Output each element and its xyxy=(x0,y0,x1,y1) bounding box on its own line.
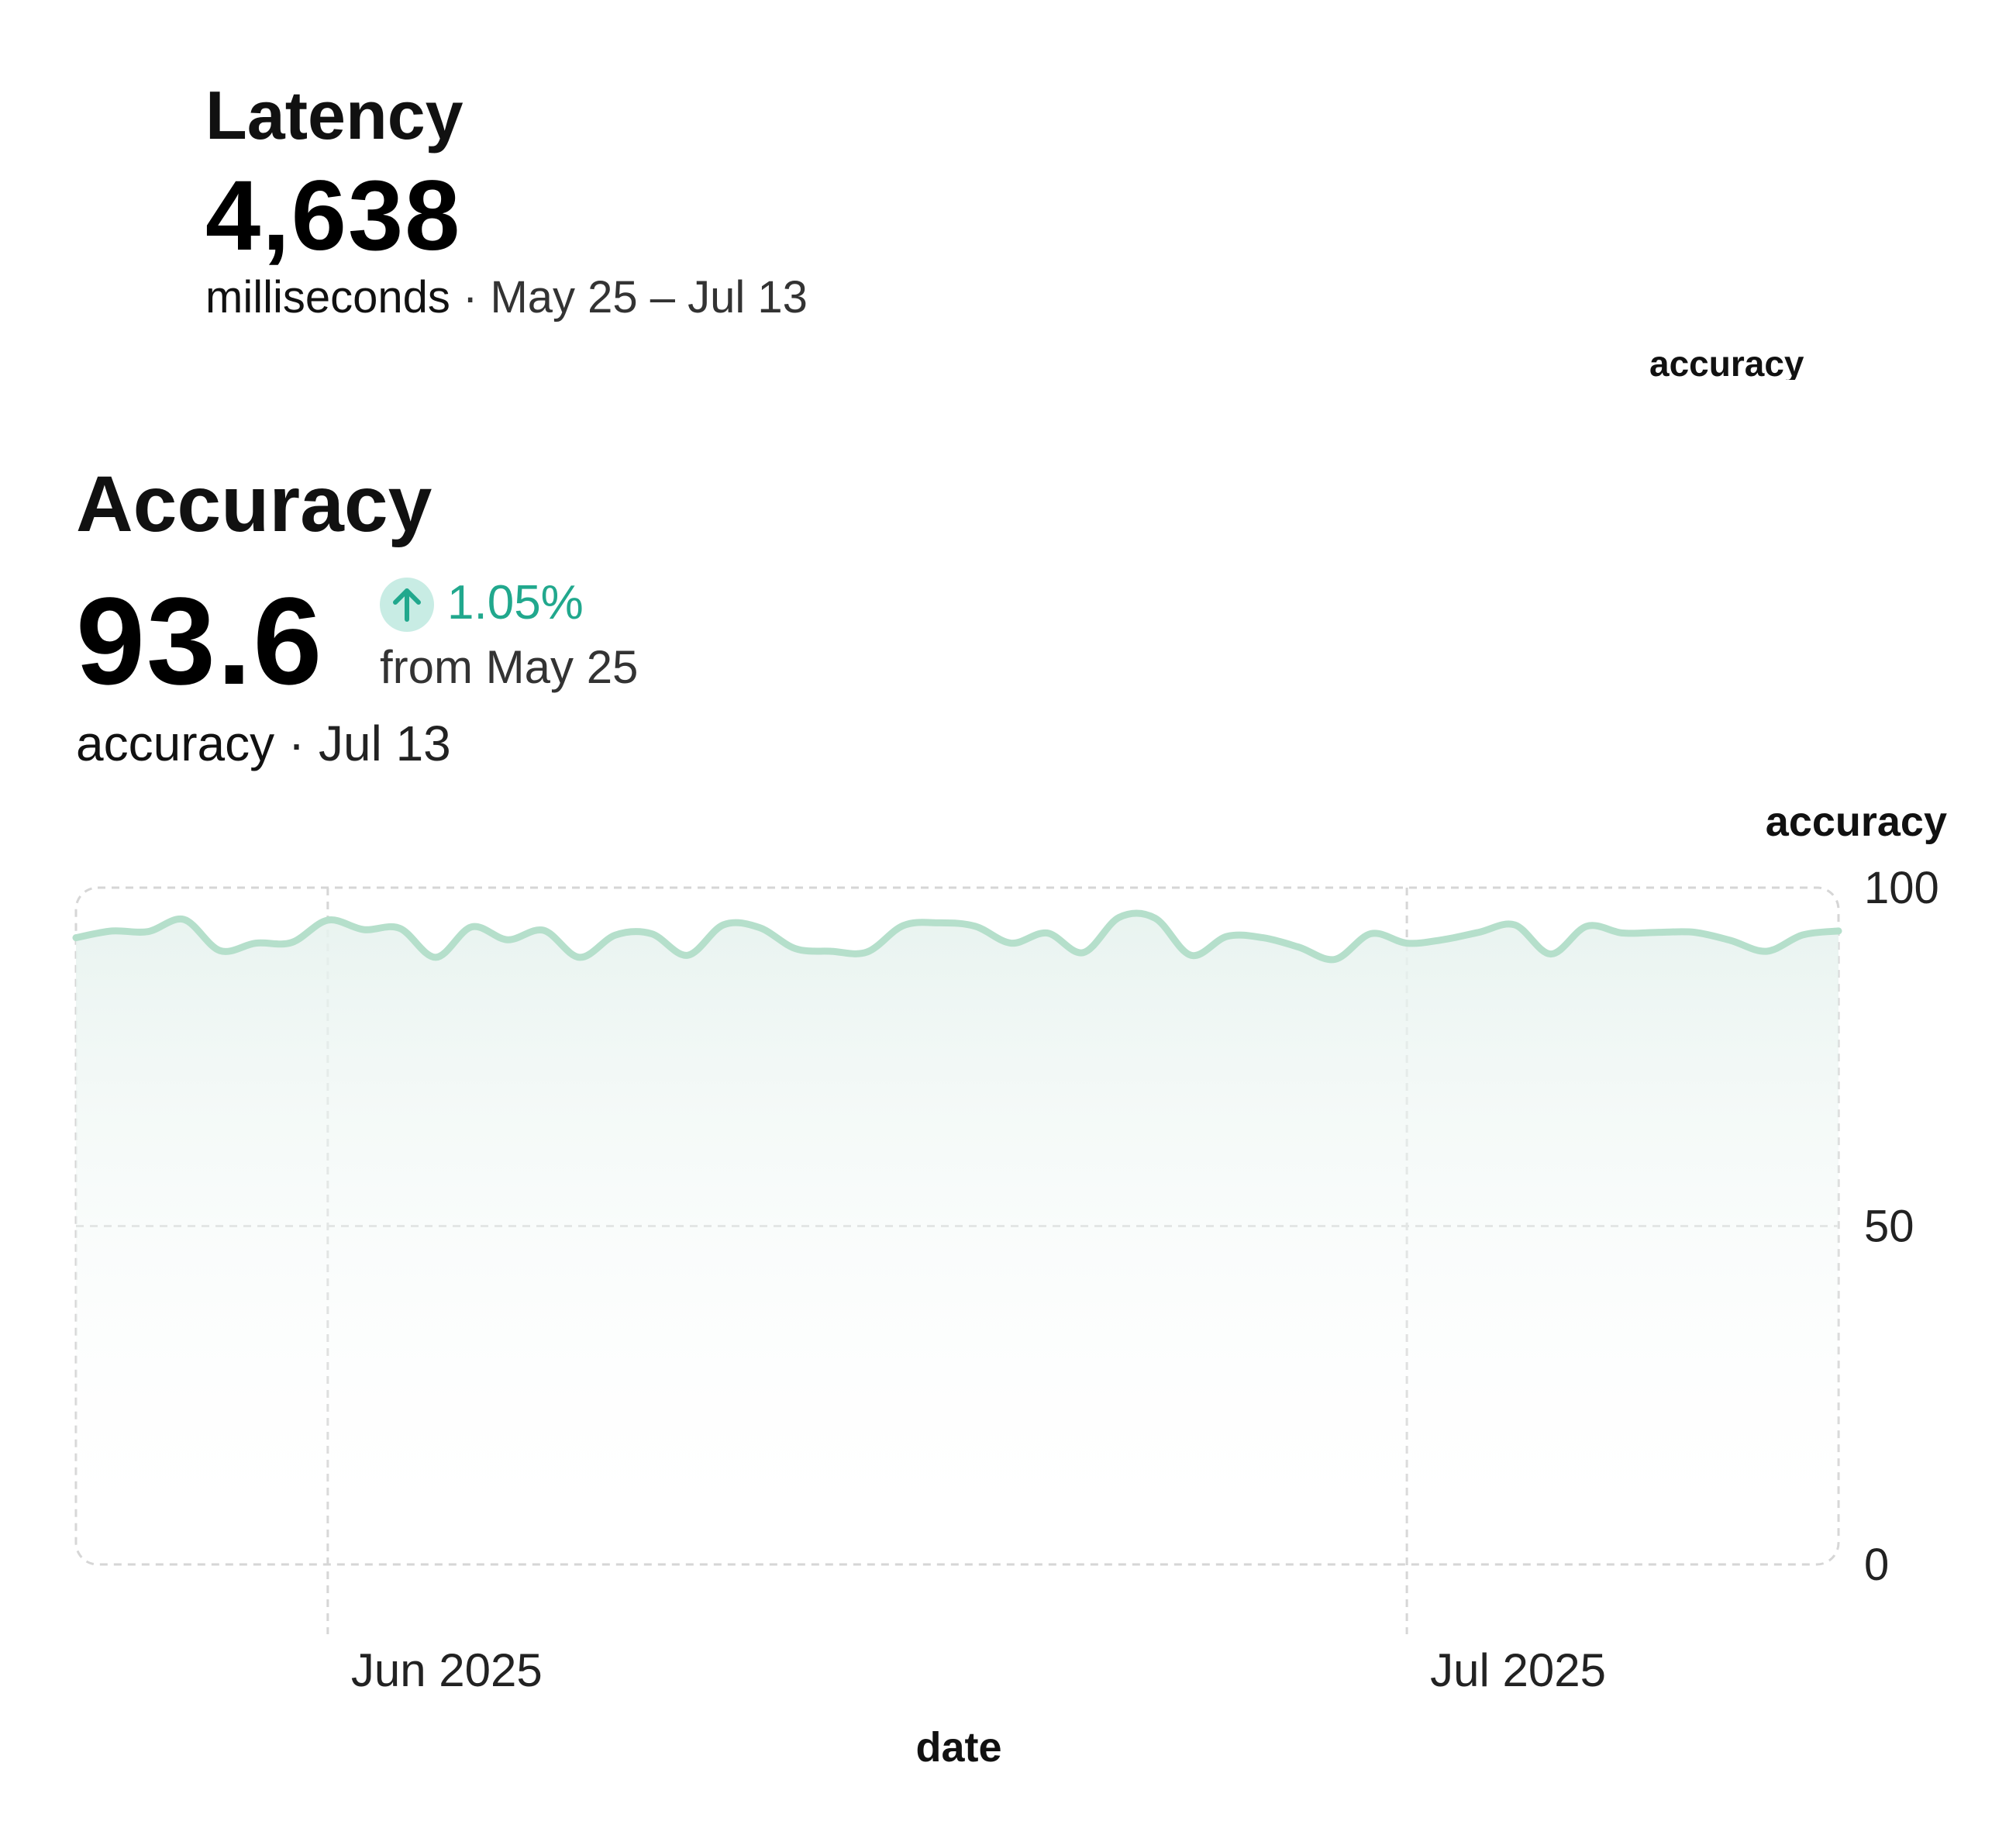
latency-value: 4,638 xyxy=(205,160,462,271)
x-tick-label: Jul 2025 xyxy=(1430,1644,1606,1696)
y-tick-label: 100 xyxy=(1864,863,1939,913)
chart-tick-layer: 0 50 100 Jun 2025 Jul 2025 xyxy=(351,863,1939,1696)
latency-separator: · xyxy=(463,272,478,323)
arrow-up-icon xyxy=(380,578,434,632)
floating-accuracy-label: accuracy xyxy=(1649,343,1804,380)
accuracy-separator: · xyxy=(288,716,305,771)
chart-area-layer xyxy=(76,912,1839,1564)
delta-value: 1.05% xyxy=(447,576,584,629)
delta-from-text: from May 25 xyxy=(380,641,639,693)
chart-line-layer xyxy=(72,909,1842,964)
accuracy-value: 93.6 xyxy=(76,571,324,710)
accuracy-unit: accuracy xyxy=(76,716,275,771)
series-area xyxy=(76,912,1839,1564)
latency-subtitle: milliseconds · May 25 – Jul 13 xyxy=(205,271,808,323)
y-tick-label: 50 xyxy=(1864,1202,1914,1252)
accuracy-date: Jul 13 xyxy=(318,716,451,771)
latency-unit: milliseconds xyxy=(205,272,450,323)
latency-period: May 25 – Jul 13 xyxy=(490,272,808,323)
x-axis-label: date xyxy=(915,1724,1001,1771)
accuracy-title: Accuracy xyxy=(76,460,432,548)
y-tick-label: 0 xyxy=(1864,1540,1889,1590)
y-axis-label: accuracy xyxy=(1766,799,1947,845)
accuracy-subtitle: accuracy · Jul 13 xyxy=(76,715,451,772)
series-line xyxy=(72,909,1842,964)
latency-title: Latency xyxy=(205,77,464,153)
x-tick-label: Jun 2025 xyxy=(351,1644,543,1696)
